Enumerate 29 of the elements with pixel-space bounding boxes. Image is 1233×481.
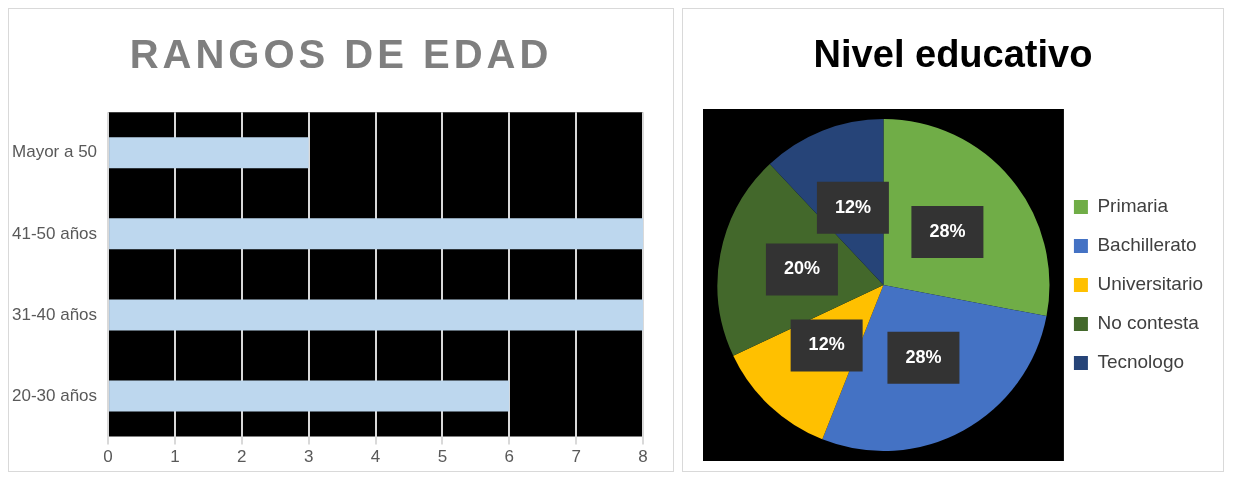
- legend-label: Tecnologo: [1097, 351, 1185, 373]
- x-tick-label: 0: [103, 447, 113, 467]
- y-tick-label: 31-40 años: [11, 304, 98, 324]
- bar: [109, 137, 309, 169]
- chart-title: Nivel educativo: [812, 32, 1094, 77]
- bar: [109, 218, 643, 250]
- bar: [109, 380, 510, 412]
- data-label: 28%: [929, 221, 966, 242]
- legend-label: No contesta: [1097, 312, 1200, 334]
- data-label: 28%: [905, 346, 942, 367]
- x-tick-label: 5: [437, 447, 448, 467]
- x-tick-label: 7: [571, 447, 581, 467]
- x-tick-label: 2: [237, 447, 247, 467]
- legend-label: Primaria: [1097, 195, 1169, 217]
- x-tick-label: 3: [303, 447, 314, 467]
- x-tick-label: 6: [504, 447, 514, 467]
- chart-title: RANGOS DE EDAD: [128, 31, 554, 78]
- bar: [109, 299, 643, 331]
- x-tick-label: 4: [370, 447, 381, 467]
- legend-label: Bachillerato: [1097, 234, 1197, 256]
- data-label: 12%: [808, 334, 845, 355]
- x-tick-label: 1: [170, 447, 180, 467]
- data-label: 12%: [834, 196, 871, 217]
- data-label: 20%: [783, 258, 820, 279]
- legend-label: Universitario: [1097, 273, 1204, 295]
- x-tick-label: 8: [638, 447, 648, 467]
- y-tick-label: 20-30 años: [11, 385, 98, 405]
- y-tick-label: Mayor a 50: [12, 142, 98, 162]
- y-tick-label: 41-50 años: [11, 223, 98, 243]
